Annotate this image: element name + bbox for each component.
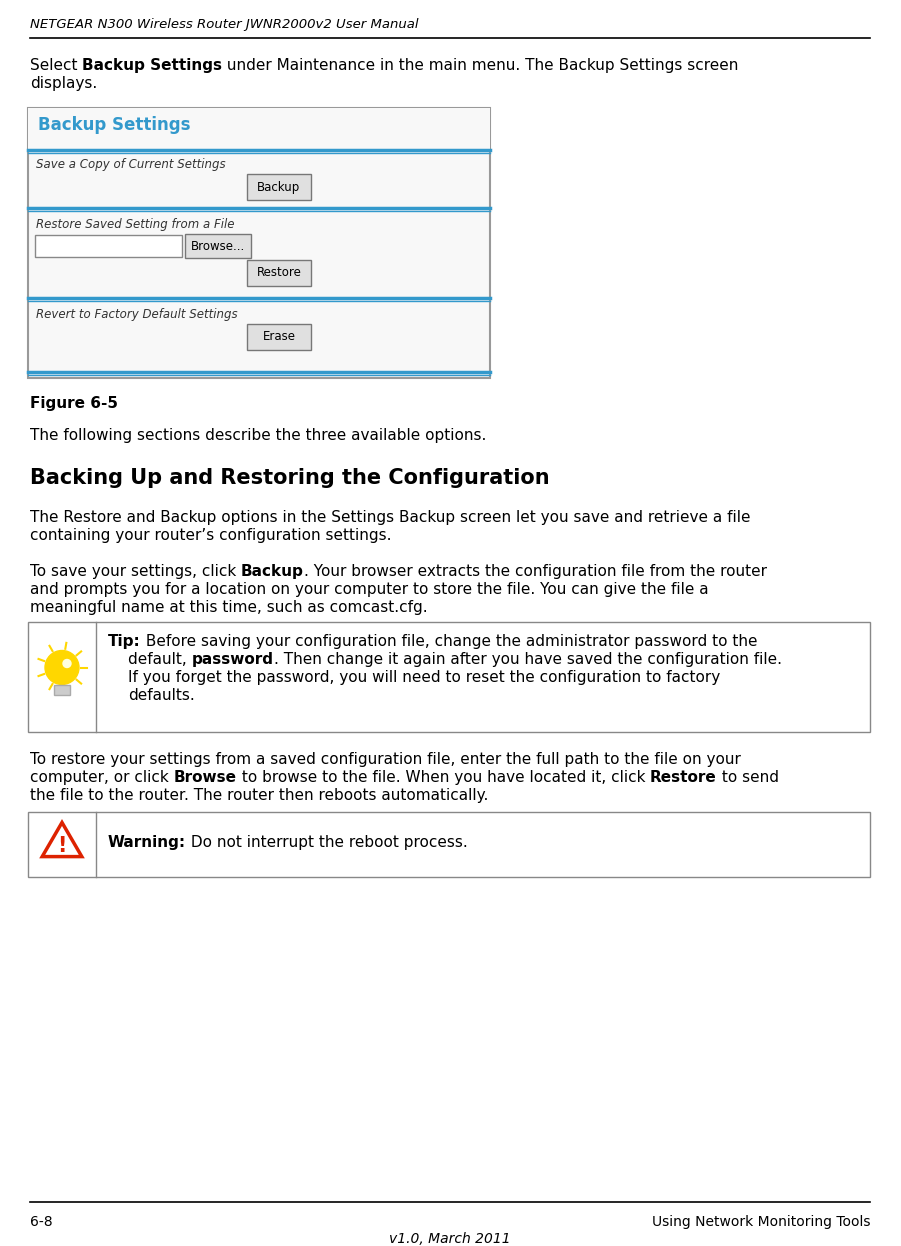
FancyBboxPatch shape [35, 235, 182, 257]
Text: to send: to send [717, 770, 778, 785]
Text: The following sections describe the three available options.: The following sections describe the thre… [30, 427, 487, 444]
Text: under Maintenance in the main menu. The Backup Settings screen: under Maintenance in the main menu. The … [223, 59, 739, 74]
Text: 6-8: 6-8 [30, 1215, 52, 1229]
FancyBboxPatch shape [28, 812, 870, 877]
FancyBboxPatch shape [247, 174, 311, 201]
Text: The Restore and Backup options in the Settings Backup screen let you save and re: The Restore and Backup options in the Se… [30, 510, 751, 525]
Text: Restore: Restore [650, 770, 717, 785]
Circle shape [63, 659, 71, 668]
Text: To restore your settings from a saved configuration file, enter the full path to: To restore your settings from a saved co… [30, 753, 741, 768]
FancyBboxPatch shape [185, 234, 251, 258]
Text: password: password [192, 652, 274, 667]
Text: Backup Settings: Backup Settings [82, 59, 223, 74]
Text: Backup: Backup [241, 564, 304, 579]
Text: Restore: Restore [257, 267, 302, 279]
Circle shape [45, 650, 79, 684]
Text: Do not interrupt the reboot process.: Do not interrupt the reboot process. [187, 836, 468, 851]
Text: Backing Up and Restoring the Configuration: Backing Up and Restoring the Configurati… [30, 468, 550, 488]
Text: Figure 6-5: Figure 6-5 [30, 396, 118, 411]
FancyBboxPatch shape [247, 260, 311, 287]
Text: and prompts you for a location on your computer to store the file. You can give : and prompts you for a location on your c… [30, 582, 708, 597]
Text: . Your browser extracts the configuration file from the router: . Your browser extracts the configuratio… [304, 564, 767, 579]
FancyBboxPatch shape [247, 324, 311, 350]
Text: NETGEAR N300 Wireless Router JWNR2000v2 User Manual: NETGEAR N300 Wireless Router JWNR2000v2 … [30, 17, 418, 31]
Bar [28, 108, 490, 150]
Text: meaningful name at this time, such as comcast.cfg.: meaningful name at this time, such as co… [30, 601, 428, 616]
Text: Save a Copy of Current Settings: Save a Copy of Current Settings [36, 158, 225, 171]
Text: Using Network Monitoring Tools: Using Network Monitoring Tools [651, 1215, 870, 1229]
Text: v1.0, March 2011: v1.0, March 2011 [389, 1232, 511, 1246]
Text: Backup: Backup [258, 181, 301, 193]
Polygon shape [42, 822, 82, 856]
Text: the file to the router. The router then reboots automatically.: the file to the router. The router then … [30, 787, 488, 802]
Text: Browse...: Browse... [191, 239, 245, 253]
Text: Select: Select [30, 59, 82, 74]
Text: computer, or click: computer, or click [30, 770, 174, 785]
Text: Tip:: Tip: [108, 634, 141, 649]
Text: defaults.: defaults. [128, 688, 195, 703]
Text: Browse: Browse [174, 770, 237, 785]
Text: !: ! [58, 836, 67, 856]
Text: Before saving your configuration file, change the administrator password to the: Before saving your configuration file, c… [141, 634, 757, 649]
Text: Revert to Factory Default Settings: Revert to Factory Default Settings [36, 308, 238, 321]
Text: Warning:: Warning: [108, 836, 187, 851]
Text: to browse to the file. When you have located it, click: to browse to the file. When you have loc… [237, 770, 650, 785]
FancyBboxPatch shape [28, 622, 870, 731]
Text: To save your settings, click: To save your settings, click [30, 564, 241, 579]
Bar [54, 684, 70, 694]
Text: Erase: Erase [262, 330, 296, 344]
Text: default,: default, [128, 652, 192, 667]
Text: Restore Saved Setting from a File: Restore Saved Setting from a File [36, 218, 234, 231]
FancyBboxPatch shape [28, 108, 490, 378]
Text: displays.: displays. [30, 76, 97, 91]
Text: . Then change it again after you have saved the configuration file.: . Then change it again after you have sa… [274, 652, 782, 667]
Text: If you forget the password, you will need to reset the configuration to factory: If you forget the password, you will nee… [128, 670, 720, 685]
Text: containing your router’s configuration settings.: containing your router’s configuration s… [30, 528, 392, 543]
Text: Backup Settings: Backup Settings [38, 116, 190, 135]
